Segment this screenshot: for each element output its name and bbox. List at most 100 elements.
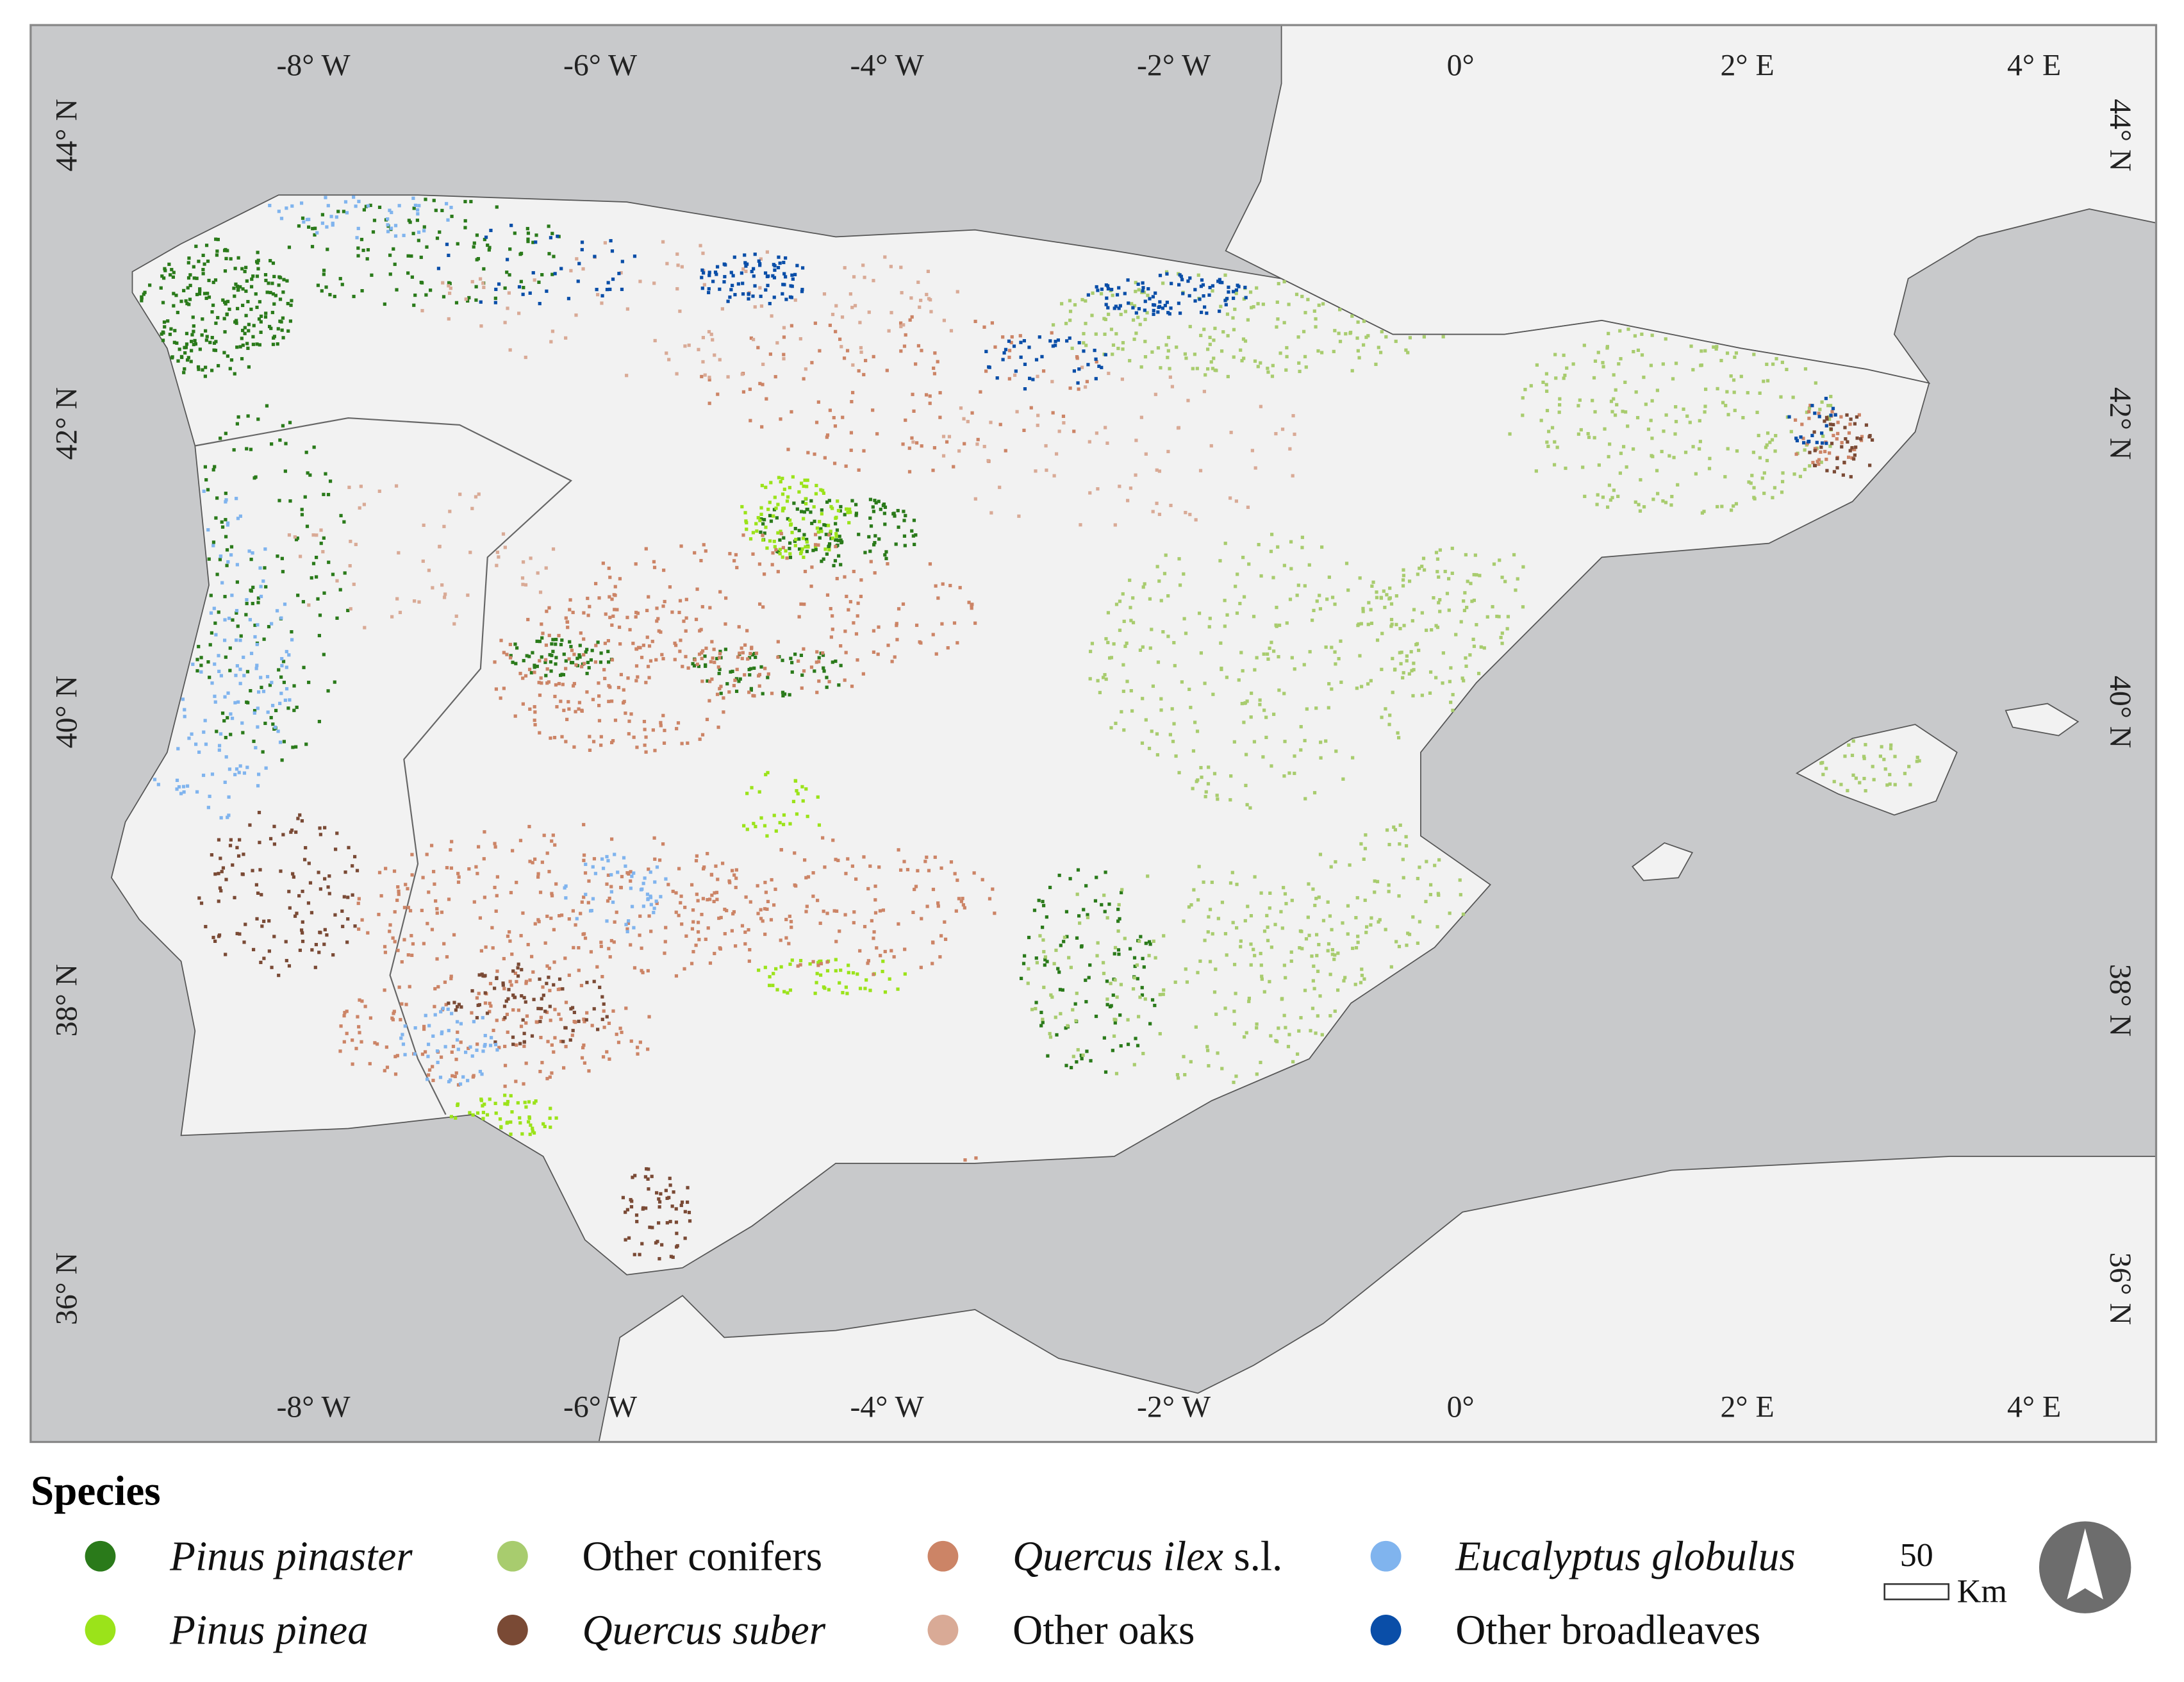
occurrence-dot	[827, 533, 831, 537]
occurrence-dot	[847, 520, 851, 525]
occurrence-dot	[1359, 622, 1363, 626]
occurrence-dot	[231, 863, 235, 867]
occurrence-dot	[450, 1050, 454, 1054]
occurrence-dot	[352, 582, 356, 587]
occurrence-dot	[352, 195, 356, 199]
occurrence-dot	[744, 264, 748, 268]
occurrence-dot	[1143, 299, 1147, 303]
occurrence-dot	[645, 892, 650, 896]
occurrence-dot	[1087, 976, 1091, 979]
occurrence-dot	[1792, 472, 1796, 476]
occurrence-dot	[527, 1115, 531, 1119]
occurrence-dot	[1050, 379, 1054, 383]
occurrence-dot	[1141, 585, 1145, 589]
occurrence-dot	[872, 543, 876, 547]
occurrence-dot	[433, 1013, 437, 1017]
occurrence-dot	[1244, 783, 1248, 787]
occurrence-dot	[477, 973, 481, 977]
occurrence-dot	[803, 569, 807, 574]
occurrence-dot	[547, 966, 552, 970]
occurrence-dot	[881, 960, 885, 963]
occurrence-dot	[1820, 431, 1824, 435]
occurrence-dot	[745, 520, 749, 525]
occurrence-dot	[839, 644, 843, 648]
occurrence-dot	[406, 254, 410, 258]
occurrence-dot	[1136, 315, 1140, 319]
occurrence-dot	[527, 1120, 531, 1124]
occurrence-dot	[1266, 367, 1270, 371]
occurrence-dot	[225, 313, 229, 317]
occurrence-dot	[1341, 921, 1344, 925]
occurrence-dot	[393, 234, 398, 238]
occurrence-dot	[1821, 772, 1825, 776]
occurrence-dot	[634, 664, 639, 668]
occurrence-dot	[757, 674, 761, 678]
legend-label-italic: Quercus suber	[583, 1608, 826, 1654]
occurrence-dot	[463, 219, 467, 223]
occurrence-dot	[163, 267, 167, 271]
occurrence-dot	[564, 336, 568, 340]
occurrence-dot	[533, 663, 536, 667]
occurrence-dot	[1057, 429, 1061, 433]
occurrence-dot	[1356, 935, 1360, 938]
occurrence-dot	[1300, 535, 1305, 539]
occurrence-dot	[1116, 919, 1120, 923]
occurrence-dot	[569, 645, 573, 649]
occurrence-dot	[1807, 410, 1811, 413]
occurrence-dot	[760, 425, 764, 429]
occurrence-dot	[246, 414, 250, 418]
occurrence-dot	[1821, 434, 1825, 438]
occurrence-dot	[1150, 729, 1154, 733]
occurrence-dot	[1750, 474, 1754, 478]
occurrence-dot	[1367, 601, 1371, 604]
occurrence-dot	[946, 646, 950, 650]
occurrence-dot	[1216, 1051, 1220, 1055]
occurrence-dot	[508, 656, 513, 660]
occurrence-dot	[748, 948, 752, 952]
occurrence-dot	[1592, 436, 1596, 440]
occurrence-dot	[549, 669, 553, 673]
occurrence-dot	[1255, 286, 1259, 290]
occurrence-dot	[402, 906, 407, 910]
occurrence-dot	[873, 534, 877, 538]
occurrence-dot	[1334, 662, 1337, 666]
occurrence-dot	[789, 656, 793, 660]
occurrence-dot	[551, 833, 555, 837]
occurrence-dot	[1341, 777, 1345, 781]
occurrence-dot	[351, 1038, 354, 1042]
occurrence-dot	[290, 299, 294, 303]
occurrence-dot	[448, 510, 452, 513]
occurrence-dot	[247, 549, 251, 553]
occurrence-dot	[804, 876, 808, 879]
occurrence-dot	[187, 256, 191, 260]
occurrence-dot	[1220, 667, 1223, 671]
occurrence-dot	[252, 709, 257, 713]
occurrence-dot	[713, 353, 716, 357]
occurrence-dot	[606, 873, 610, 877]
occurrence-dot	[331, 221, 335, 226]
occurrence-dot	[1132, 956, 1137, 960]
occurrence-dot	[770, 878, 774, 882]
occurrence-dot	[712, 647, 716, 651]
occurrence-dot	[364, 204, 368, 208]
occurrence-dot	[659, 1192, 663, 1196]
occurrence-dot	[801, 500, 805, 504]
occurrence-dot	[1751, 451, 1755, 454]
occurrence-dot	[285, 649, 288, 654]
occurrence-dot	[396, 949, 400, 953]
occurrence-dot	[1576, 432, 1581, 436]
occurrence-dot	[322, 536, 326, 540]
occurrence-dot	[357, 897, 361, 901]
occurrence-dot	[1596, 493, 1600, 497]
occurrence-dot	[647, 914, 651, 918]
occurrence-dot	[564, 884, 568, 888]
occurrence-dot	[528, 707, 532, 711]
occurrence-dot	[700, 649, 705, 653]
occurrence-dot	[1521, 565, 1525, 569]
occurrence-dot	[616, 685, 621, 690]
occurrence-dot	[635, 1045, 640, 1049]
occurrence-dot	[1338, 308, 1342, 312]
occurrence-dot	[1698, 447, 1701, 451]
occurrence-dot	[567, 297, 571, 301]
occurrence-dot	[764, 772, 768, 777]
